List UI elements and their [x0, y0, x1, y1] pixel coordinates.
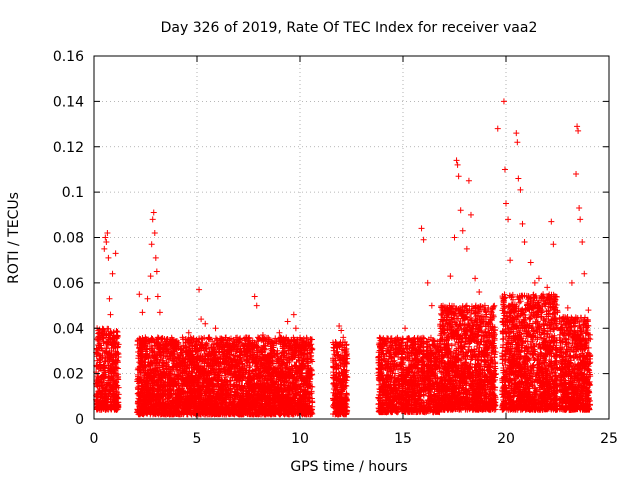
- data-point: [114, 365, 121, 372]
- data-point: [113, 370, 120, 377]
- data-point: [110, 377, 117, 384]
- data-point: [101, 327, 108, 334]
- data-point: [94, 376, 101, 383]
- data-point: [113, 335, 120, 342]
- data-point: [107, 387, 114, 394]
- data-point: [94, 397, 101, 404]
- data-point: [105, 367, 112, 374]
- data-point: [105, 390, 112, 397]
- data-point: [108, 356, 115, 363]
- data-point: [104, 386, 111, 393]
- data-point: [99, 387, 106, 394]
- data-points: [93, 98, 594, 418]
- data-point: [105, 393, 112, 400]
- data-point: [98, 352, 105, 359]
- data-point: [115, 350, 122, 357]
- data-point: [112, 350, 119, 357]
- data-point: [97, 355, 104, 362]
- data-point: [96, 383, 103, 390]
- data-point: [101, 365, 108, 372]
- data-point: [105, 336, 112, 343]
- data-point: [99, 347, 106, 354]
- data-point: [109, 373, 116, 380]
- data-point: [199, 336, 206, 343]
- data-point: [94, 357, 101, 364]
- data-point: [113, 364, 120, 371]
- grid-lines: [94, 56, 609, 419]
- data-point: [109, 404, 116, 411]
- data-point: [100, 362, 107, 369]
- data-point: [96, 329, 103, 336]
- data-point: [111, 340, 118, 347]
- data-point: [97, 403, 104, 410]
- data-point: [100, 405, 107, 412]
- data-point: [114, 328, 121, 335]
- data-point: [115, 341, 122, 348]
- data-point: [114, 344, 121, 351]
- data-point: [100, 338, 107, 345]
- chart-title: Day 326 of 2019, Rate Of TEC Index for r…: [161, 20, 538, 36]
- data-point: [95, 341, 102, 348]
- data-point: [93, 351, 100, 358]
- data-point: [107, 363, 114, 370]
- data-point: [94, 362, 101, 369]
- data-point: [111, 398, 118, 405]
- data-point: [107, 399, 114, 406]
- data-point: [115, 391, 122, 398]
- data-point: [103, 351, 110, 358]
- data-point: [98, 391, 105, 398]
- data-point: [97, 361, 104, 368]
- data-point: [104, 354, 111, 361]
- data-point: [106, 332, 113, 339]
- data-point: [114, 403, 121, 410]
- data-point: [102, 358, 109, 365]
